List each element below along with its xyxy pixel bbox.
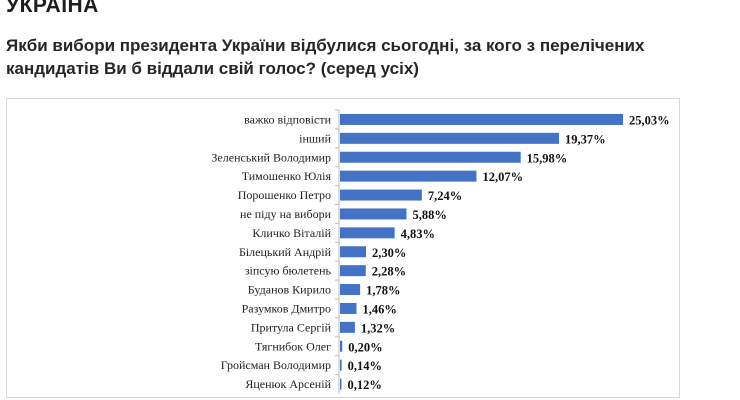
- category-label: Буданов Кирило: [248, 283, 331, 297]
- category-label: Яценюк Арсеній: [245, 377, 331, 391]
- bar: [340, 227, 395, 239]
- category-label: Білецький Андрій: [239, 245, 332, 259]
- bar: [340, 132, 560, 144]
- category-label: зіпсую бюлетень: [245, 264, 332, 278]
- category-label: інший: [299, 131, 331, 145]
- bar: [340, 378, 342, 390]
- data-label: 0,12%: [348, 378, 382, 392]
- bar: [340, 340, 343, 352]
- data-label: 1,32%: [361, 321, 395, 335]
- data-label: 1,46%: [363, 302, 397, 316]
- bar: [340, 302, 357, 314]
- chart-frame: важко відповісти 25,03% інший 19,37% Зеленсь…: [6, 98, 680, 398]
- category-label: Притула Сергій: [251, 320, 332, 334]
- data-label: 2,30%: [372, 246, 406, 260]
- data-label: 1,78%: [366, 284, 400, 298]
- bar: [340, 208, 407, 220]
- data-label: 5,88%: [412, 208, 446, 222]
- data-label: 0,14%: [348, 359, 382, 373]
- bar: [340, 359, 342, 371]
- bar-chart: важко відповісти 25,03% інший 19,37% Зеленсь…: [211, 109, 670, 394]
- category-label: Разумков Дмитро: [242, 301, 331, 315]
- category-label: Кличко Віталій: [252, 226, 331, 240]
- bar: [340, 284, 361, 296]
- data-label: 12,07%: [482, 170, 523, 184]
- bar: [340, 151, 521, 163]
- bar: [340, 170, 477, 182]
- data-label: 19,37%: [565, 132, 606, 146]
- data-label: 0,20%: [348, 340, 382, 354]
- data-label: 25,03%: [629, 113, 670, 127]
- data-label: 7,24%: [428, 189, 462, 203]
- bar: [340, 246, 367, 258]
- category-label: Порошенко Петро: [238, 188, 331, 202]
- bar: [340, 113, 623, 125]
- category-label: Тягнибок Олег: [255, 339, 331, 353]
- category-label: Зеленський Володимир: [211, 150, 331, 164]
- category-label: Гройсман Володимир: [221, 358, 331, 372]
- data-label: 2,28%: [372, 265, 406, 279]
- bar: [340, 265, 366, 277]
- category-label: не піду на вибори: [240, 207, 332, 221]
- survey-question: Якби вибори президента України відбулися…: [6, 36, 645, 78]
- category-label: Тимошенко Юлія: [242, 169, 332, 183]
- bar: [340, 189, 422, 201]
- data-label: 4,83%: [401, 227, 435, 241]
- bar: [340, 321, 355, 333]
- page-heading: УКРАЇНА: [6, 0, 99, 17]
- category-label: важко відповісти: [244, 112, 331, 126]
- data-label: 15,98%: [527, 151, 568, 165]
